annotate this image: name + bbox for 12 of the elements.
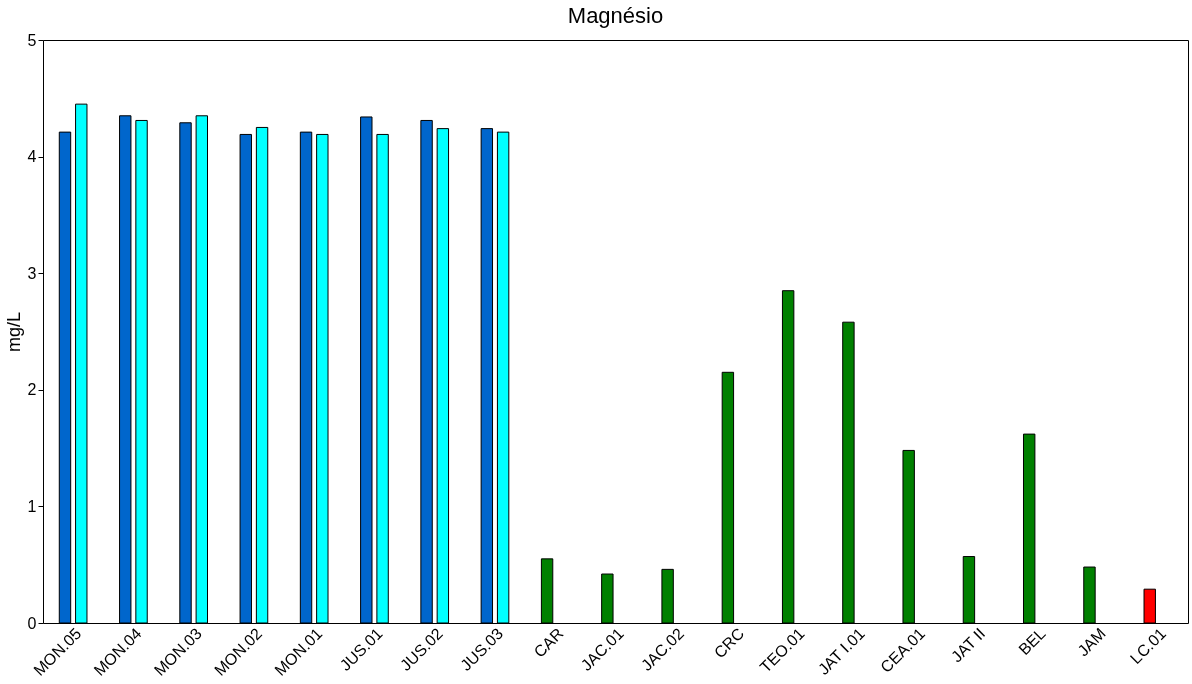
- y-tick-label: 0: [27, 614, 37, 632]
- chart-title: Magnésio: [567, 3, 664, 28]
- y-tick-label: 1: [27, 497, 37, 515]
- x-tick-label: CAR: [530, 624, 567, 661]
- y-tick-label: 3: [27, 264, 37, 282]
- y-tick-label: 5: [27, 31, 37, 49]
- x-tick-label: JAT II: [947, 624, 989, 666]
- y-axis-title: mg/L: [3, 311, 24, 353]
- y-tick-label: 4: [27, 148, 37, 166]
- x-tick-label: BEL: [1015, 624, 1049, 659]
- y-tick-label: 2: [27, 381, 37, 399]
- x-tick-label: JAT I.01: [814, 624, 868, 678]
